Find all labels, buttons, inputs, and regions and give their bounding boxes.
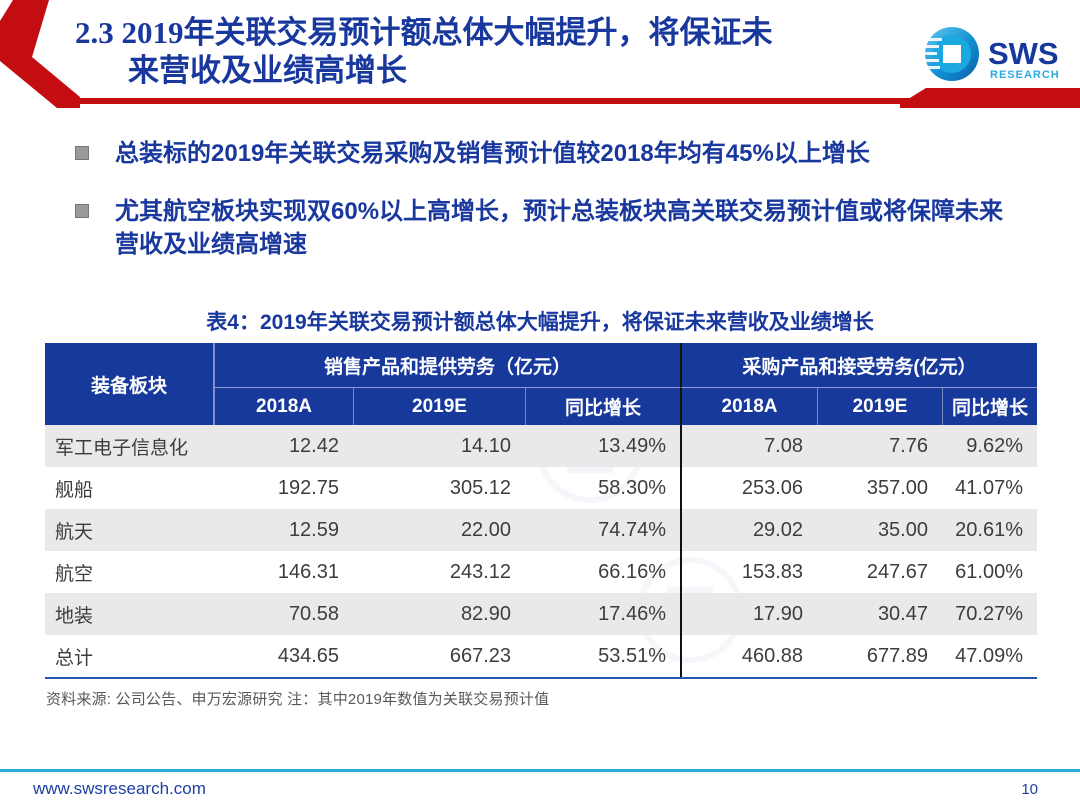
value-cell: 677.89 [866, 644, 928, 667]
group-header-sales: 销售产品和提供劳务（亿元） [215, 343, 680, 388]
value-cell: 20.61% [955, 518, 1023, 541]
bullet-text: 总装标的2019年关联交易采购及销售预计值较2018年均有45%以上增长 [115, 140, 870, 167]
value-cell: 22.00 [460, 518, 511, 541]
value-cell: 12.42 [288, 434, 339, 457]
value-cell: 74.74% [598, 518, 666, 541]
page-title: 2.3 2019年关联交易预计额总体大幅提升，将保证未 来营收及业绩高增长 [75, 14, 925, 90]
value-cell: 460.88 [680, 635, 817, 677]
group-header-purchase: 采购产品和接受劳务(亿元） [680, 343, 1037, 388]
table-row: 舰船 192.75 305.12 58.30% 253.06 357.00 41.07% [45, 467, 1037, 509]
value-cell: 12.59 [288, 518, 339, 541]
value-cell: 667.23 [449, 644, 511, 667]
value-cell: 30.47 [877, 602, 928, 625]
table-title: 表4：2019年关联交易预计额总体大幅提升，将保证未来营收及业绩增长 [206, 311, 874, 334]
value-cell: 253.06 [680, 467, 817, 509]
value-cell: 243.12 [449, 560, 511, 583]
row-label: 总计 [55, 647, 94, 669]
row-label: 军工电子信息化 [55, 437, 189, 459]
column-header: 同比增长 [525, 388, 680, 425]
value-cell: 146.31 [277, 560, 339, 583]
row-label: 地装 [55, 605, 94, 627]
column-header: 2018A [680, 388, 817, 425]
value-cell: 70.58 [288, 602, 339, 625]
column-header-sector: 装备板块 [45, 343, 215, 425]
column-header: 2018A [256, 395, 312, 417]
value-cell: 247.67 [866, 560, 928, 583]
sws-logo: SWS RESEARCH [915, 27, 1060, 81]
footer-url-link[interactable]: www.swsresearch.com [33, 779, 206, 798]
value-cell: 66.16% [598, 560, 666, 583]
value-cell: 13.49% [598, 434, 666, 457]
value-cell: 14.10 [460, 434, 511, 457]
table-row: 总计 434.65 667.23 53.51% 460.88 677.89 47.09% [45, 635, 1037, 677]
value-cell: 357.00 [866, 476, 928, 499]
column-header: 2019E [353, 388, 525, 425]
square-bullet-icon [75, 146, 89, 160]
value-cell: 305.12 [449, 476, 511, 499]
page-number: 10 [1021, 781, 1038, 798]
value-cell: 35.00 [877, 518, 928, 541]
footer-divider [0, 769, 1080, 772]
table-row: 地装 70.58 82.90 17.46% 17.90 30.47 70.27% [45, 593, 1037, 635]
row-label: 舰船 [55, 479, 94, 501]
value-cell: 70.27% [955, 602, 1023, 625]
value-cell: 29.02 [680, 509, 817, 551]
logo-text: SWS [988, 36, 1059, 71]
source-note: 资料来源: 公司公告、申万宏源研究 注：其中2019年数值为关联交易预计值 [46, 691, 550, 708]
table-body: 军工电子信息化 12.42 14.10 13.49% 7.08 7.76 9.62% 舰船 19… [45, 425, 1037, 677]
page-title-line1: 2.3 2019年关联交易预计额总体大幅提升，将保证未 [75, 15, 773, 50]
value-cell: 47.09% [955, 644, 1023, 667]
column-header: 同比增长 [942, 388, 1037, 425]
value-cell: 9.62% [966, 434, 1023, 457]
value-cell: 7.08 [680, 425, 817, 467]
value-cell: 192.75 [277, 476, 339, 499]
value-cell: 41.07% [955, 476, 1023, 499]
table-row: 军工电子信息化 12.42 14.10 13.49% 7.08 7.76 9.62% [45, 425, 1037, 467]
value-cell: 434.65 [277, 644, 339, 667]
value-cell: 82.90 [460, 602, 511, 625]
value-cell: 58.30% [598, 476, 666, 499]
value-cell: 7.76 [889, 434, 928, 457]
header-bottom-line [57, 98, 907, 104]
bullet-text: 尤其航空板块实现双60%以上高增长，预计总装板块高关联交易预计值或将保障未来营收… [115, 198, 1004, 258]
value-cell: 17.46% [598, 602, 666, 625]
header-banner-decoration [0, 0, 1080, 108]
row-label: 航空 [55, 563, 94, 585]
bullet-item: 总装标的2019年关联交易采购及销售预计值较2018年均有45%以上增长 [75, 137, 1020, 170]
square-bullet-icon [75, 204, 89, 218]
related-transactions-table: 装备板块 销售产品和提供劳务（亿元） 采购产品和接受劳务(亿元） 2018A 2… [45, 343, 1037, 679]
value-cell: 53.51% [598, 644, 666, 667]
table-row: 航天 12.59 22.00 74.74% 29.02 35.00 20.61% [45, 509, 1037, 551]
logo-subtext: RESEARCH [990, 69, 1060, 81]
column-header: 2019E [817, 388, 942, 425]
row-label: 航天 [55, 521, 94, 543]
left-chevron-shape [0, 0, 80, 108]
page-title-line2: 来营收及业绩高增长 [128, 53, 407, 88]
value-cell: 61.00% [955, 560, 1023, 583]
table-header: 装备板块 销售产品和提供劳务（亿元） 采购产品和接受劳务(亿元） 2018A 2… [45, 343, 1037, 425]
value-cell: 153.83 [680, 551, 817, 593]
table-row: 航空 146.31 243.12 66.16% 153.83 247.67 61.00% [45, 551, 1037, 593]
bullet-item: 尤其航空板块实现双60%以上高增长，预计总装板块高关联交易预计值或将保障未来营收… [75, 195, 1020, 261]
bullet-list: 总装标的2019年关联交易采购及销售预计值较2018年均有45%以上增长 尤其航… [75, 137, 1020, 286]
value-cell: 17.90 [680, 593, 817, 635]
globe-icon [915, 27, 979, 81]
